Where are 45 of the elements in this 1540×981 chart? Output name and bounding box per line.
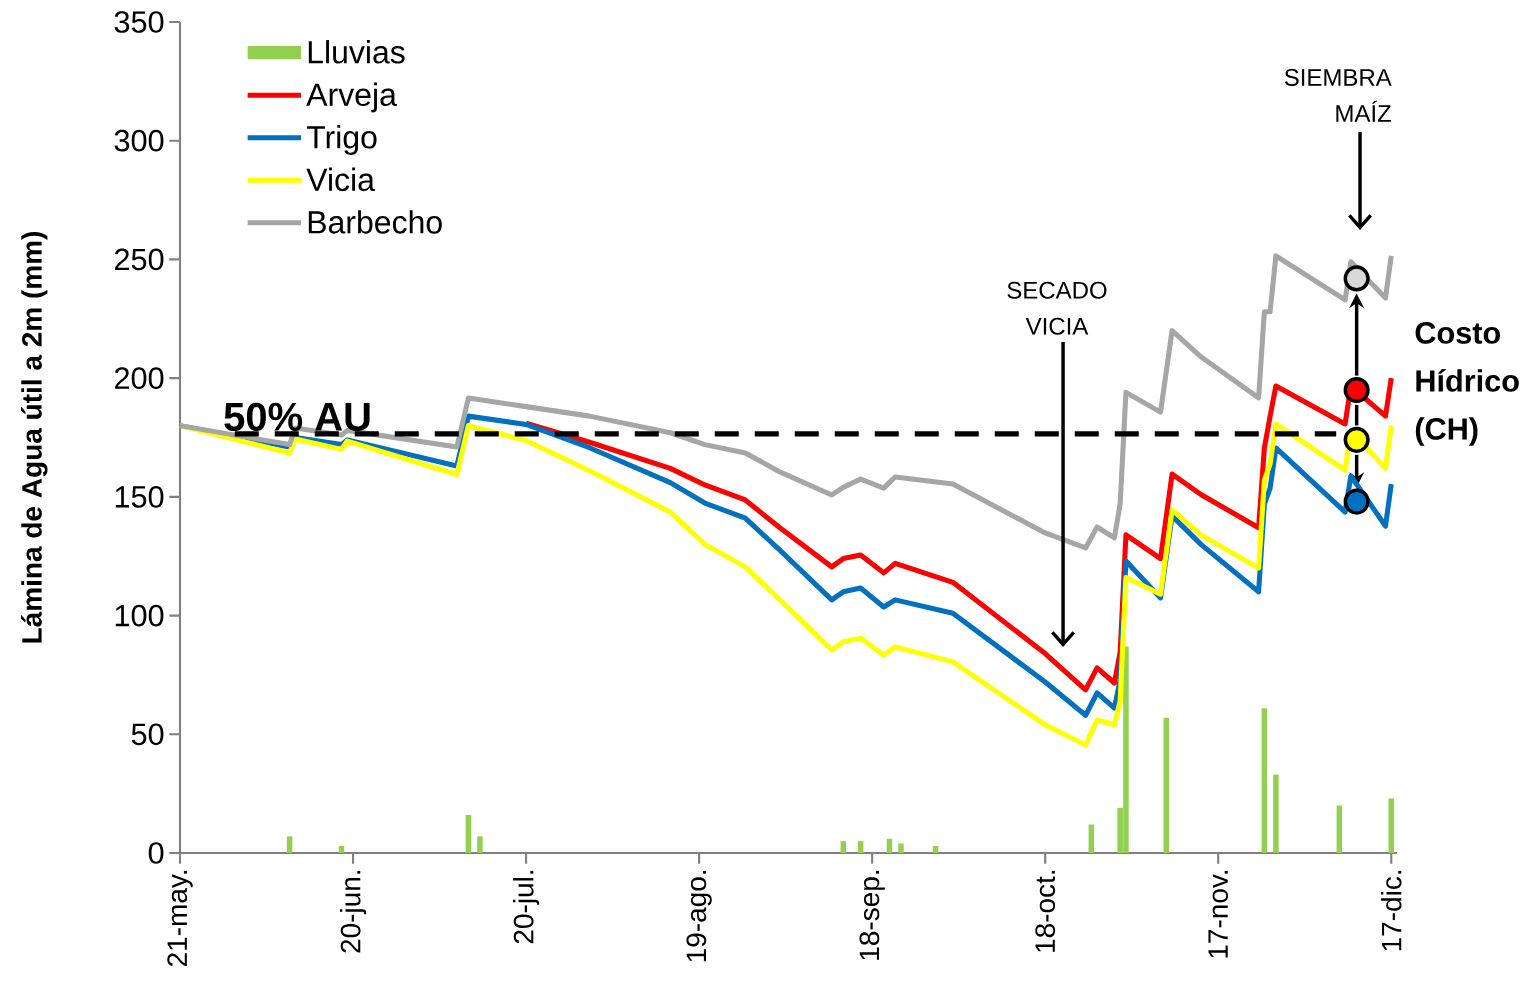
bar bbox=[898, 843, 904, 853]
bar bbox=[286, 836, 293, 853]
x-tick-label: 17-nov. bbox=[1208, 870, 1228, 958]
legend-label: Arveja bbox=[306, 82, 397, 113]
ref-line-label: 50% AU bbox=[224, 402, 370, 432]
y-tick-label: 200 bbox=[115, 367, 164, 389]
legend-label: Vicia bbox=[306, 167, 375, 192]
annotation: SIEMBRA MAÍZ bbox=[1284, 68, 1392, 122]
bar bbox=[840, 841, 847, 853]
annotation: SECADO VICIA bbox=[1007, 281, 1107, 335]
bar bbox=[477, 836, 483, 853]
bar bbox=[1388, 798, 1394, 853]
x-tick-label: 21-may. bbox=[167, 870, 193, 967]
legend-label: Trigo bbox=[306, 125, 377, 155]
y-tick-label: 100 bbox=[115, 604, 164, 627]
x-tick-label: 17-dic. bbox=[1380, 870, 1402, 951]
x-tick-label: 20-jul. bbox=[513, 870, 540, 944]
point bbox=[1343, 488, 1370, 515]
legend-label: Lluvias bbox=[308, 40, 405, 64]
bar bbox=[1273, 774, 1279, 853]
point bbox=[1343, 376, 1370, 404]
point bbox=[1343, 426, 1370, 453]
bar bbox=[1163, 717, 1170, 853]
y-tick-label: 250 bbox=[115, 248, 164, 271]
x-tick-label: 20-jun. bbox=[339, 870, 367, 953]
x-tick-label: 18-oct. bbox=[1035, 870, 1056, 952]
bar bbox=[886, 838, 893, 853]
y-tick-label: 300 bbox=[114, 129, 164, 152]
y-tick-label: 0 bbox=[148, 842, 164, 864]
bar bbox=[465, 815, 472, 853]
text: Costo Hídrico (CH) bbox=[1415, 322, 1519, 446]
y-tick-label: 150 bbox=[115, 486, 164, 508]
bar bbox=[1336, 805, 1343, 853]
bar bbox=[1088, 824, 1095, 853]
y-tick-label: 50 bbox=[131, 723, 164, 746]
y-axis-title: Lámina de Agua útil a 2m (mm) bbox=[21, 231, 48, 643]
legend-label: Barbecho bbox=[308, 210, 442, 234]
bar bbox=[338, 845, 345, 853]
y-tick-label: 350 bbox=[114, 11, 164, 33]
bar bbox=[932, 845, 939, 853]
x-tick-label: 18-sep. bbox=[859, 870, 885, 960]
x-tick-label: 19-ago. bbox=[686, 870, 712, 962]
point bbox=[1343, 265, 1370, 292]
bar bbox=[1261, 708, 1268, 853]
bar bbox=[857, 841, 864, 853]
